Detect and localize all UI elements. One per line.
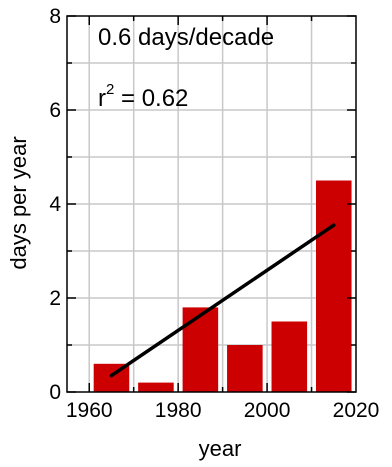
grid	[67, 16, 356, 392]
bar-1995	[227, 345, 263, 392]
bar-1985	[182, 307, 219, 392]
r-squared-annotation: r2 = 0.62	[98, 81, 188, 112]
bar-1975	[138, 382, 174, 392]
y-tick-label: 8	[49, 5, 61, 28]
r-squared-prefix: r	[98, 85, 106, 112]
bar-2005	[271, 321, 308, 392]
y-tick-label: 0	[49, 381, 61, 404]
y-tick-labels: 0 2 4 6 8	[49, 5, 61, 404]
x-tick-label: 2020	[333, 399, 380, 422]
y-tick-label: 4	[49, 193, 61, 216]
ticks	[67, 15, 356, 393]
y-axis-label: days per year	[6, 136, 31, 269]
y-tick-label: 6	[49, 99, 61, 122]
rate-annotation: 0.6 days/decade	[98, 24, 274, 51]
trendline	[109, 223, 336, 378]
bar-2015	[315, 180, 352, 392]
x-axis-label: year	[199, 436, 242, 461]
x-tick-labels: 1960 1980 2000 2020	[66, 399, 379, 422]
y-tick-label: 2	[49, 287, 61, 310]
x-tick-label: 1980	[155, 399, 202, 422]
r-squared-exponent: 2	[106, 81, 114, 98]
x-tick-label: 1960	[66, 399, 113, 422]
x-tick-label: 2000	[244, 399, 291, 422]
r-squared-value: = 0.62	[114, 85, 188, 112]
trendline-group	[109, 223, 336, 378]
